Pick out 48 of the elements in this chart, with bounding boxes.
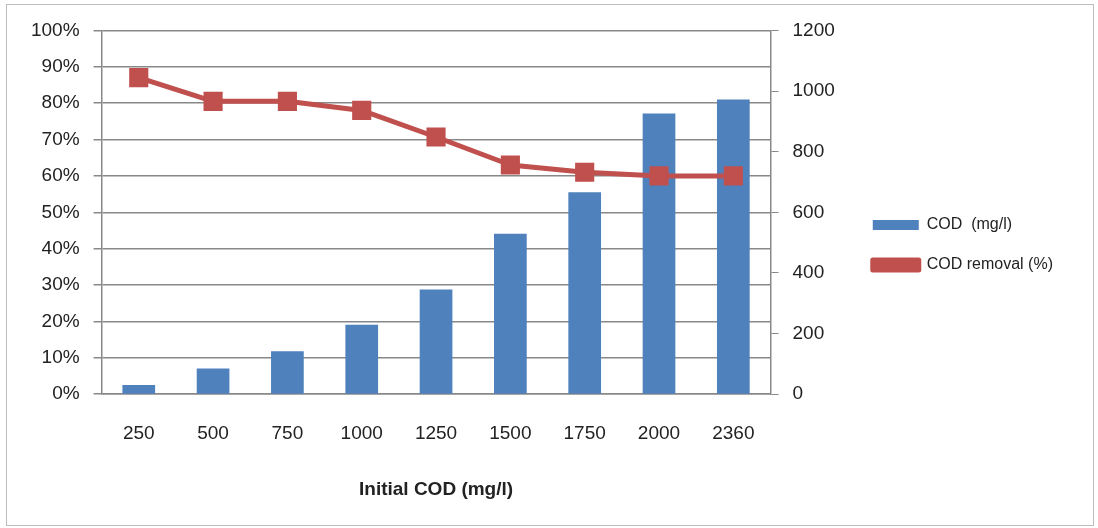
bar	[568, 192, 602, 394]
y2-tick-label: 200	[792, 321, 825, 343]
y-tick-label: 40%	[41, 236, 80, 258]
x-tick-label: 750	[271, 421, 304, 443]
y-tick-label: 10%	[41, 346, 80, 368]
point	[723, 166, 743, 186]
y-tick-label: 60%	[41, 164, 80, 186]
x-tick-label: 1000	[340, 421, 383, 443]
bar	[122, 385, 156, 394]
bar	[716, 99, 750, 394]
y-tick-label: 30%	[41, 273, 80, 295]
y-tick-label: 80%	[41, 91, 80, 113]
point	[426, 127, 446, 147]
point	[277, 91, 297, 111]
x-tick-label: 2360	[712, 421, 755, 443]
y2-tick-label: 1000	[792, 79, 835, 101]
y-tick-label: 20%	[41, 309, 80, 331]
y2-tick-label: 800	[792, 139, 825, 161]
y2-tick-label: 0	[792, 382, 804, 404]
y2-tick-label: 1200	[792, 18, 835, 40]
legend-label: COD removal (%)	[926, 255, 1053, 273]
y2-tick-label: 400	[792, 261, 825, 283]
point	[203, 91, 223, 111]
x-axis-title: Initial COD (mg/l)	[358, 478, 514, 499]
point	[352, 100, 372, 121]
bar	[345, 324, 379, 394]
x-tick-label: 1750	[563, 421, 606, 443]
bar	[271, 351, 304, 394]
x-tick-label: 1250	[414, 421, 458, 443]
x-tick-label: 1500	[489, 421, 532, 443]
point	[500, 155, 520, 175]
point	[129, 68, 149, 88]
y-tick-label: 100%	[30, 18, 80, 40]
y-tick-label: 70%	[41, 127, 80, 149]
x-tick-label: 500	[197, 421, 229, 443]
y2-tick-label: 600	[792, 200, 825, 222]
bar	[494, 233, 527, 394]
point	[649, 166, 669, 186]
y-tick-label: 50%	[41, 200, 80, 222]
x-tick-label: 250	[122, 421, 155, 443]
x-tick-label: 2000	[637, 421, 681, 443]
bar	[196, 368, 230, 394]
bar	[419, 289, 453, 394]
y-tick-label: 0%	[52, 382, 80, 404]
legend-label: COD (mg/l)	[926, 215, 1013, 233]
bar	[642, 113, 676, 394]
point	[575, 162, 595, 182]
y-tick-label: 90%	[41, 55, 80, 77]
